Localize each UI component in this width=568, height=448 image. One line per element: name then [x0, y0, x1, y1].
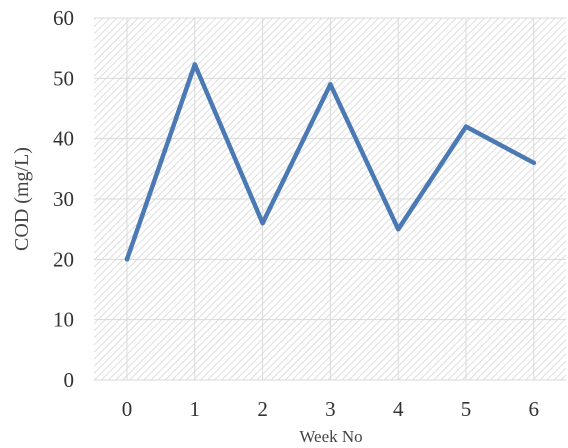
series-group	[124, 62, 537, 262]
y-axis-title: COD (mg/L)	[11, 147, 33, 251]
data-point	[531, 160, 536, 165]
x-tick-label: 2	[257, 397, 268, 421]
x-axis-title: Week No	[299, 427, 362, 446]
x-tick-label: 5	[461, 397, 472, 421]
x-tick-label: 4	[393, 397, 404, 421]
y-tick-label: 60	[53, 6, 74, 30]
data-point	[192, 62, 197, 67]
x-axis-ticks: 0 1 2 3 4 5 6	[122, 397, 539, 421]
data-point	[463, 124, 469, 129]
y-tick-label: 30	[53, 187, 74, 211]
x-tick-label: 3	[325, 397, 336, 421]
y-tick-label: 20	[53, 247, 74, 271]
y-axis-ticks: 0 10 20 30 40 50 60	[53, 6, 74, 392]
data-point	[396, 226, 401, 232]
x-tick-label: 6	[529, 397, 540, 421]
data-point	[124, 257, 130, 262]
gridlines	[94, 17, 566, 381]
data-point	[328, 82, 333, 87]
data-point	[260, 220, 265, 226]
y-tick-label: 50	[53, 66, 74, 90]
x-tick-label: 1	[190, 397, 201, 421]
x-tick-label: 0	[122, 397, 133, 421]
y-tick-label: 10	[53, 308, 74, 332]
y-tick-label: 40	[53, 127, 74, 151]
y-tick-label: 0	[64, 368, 75, 392]
